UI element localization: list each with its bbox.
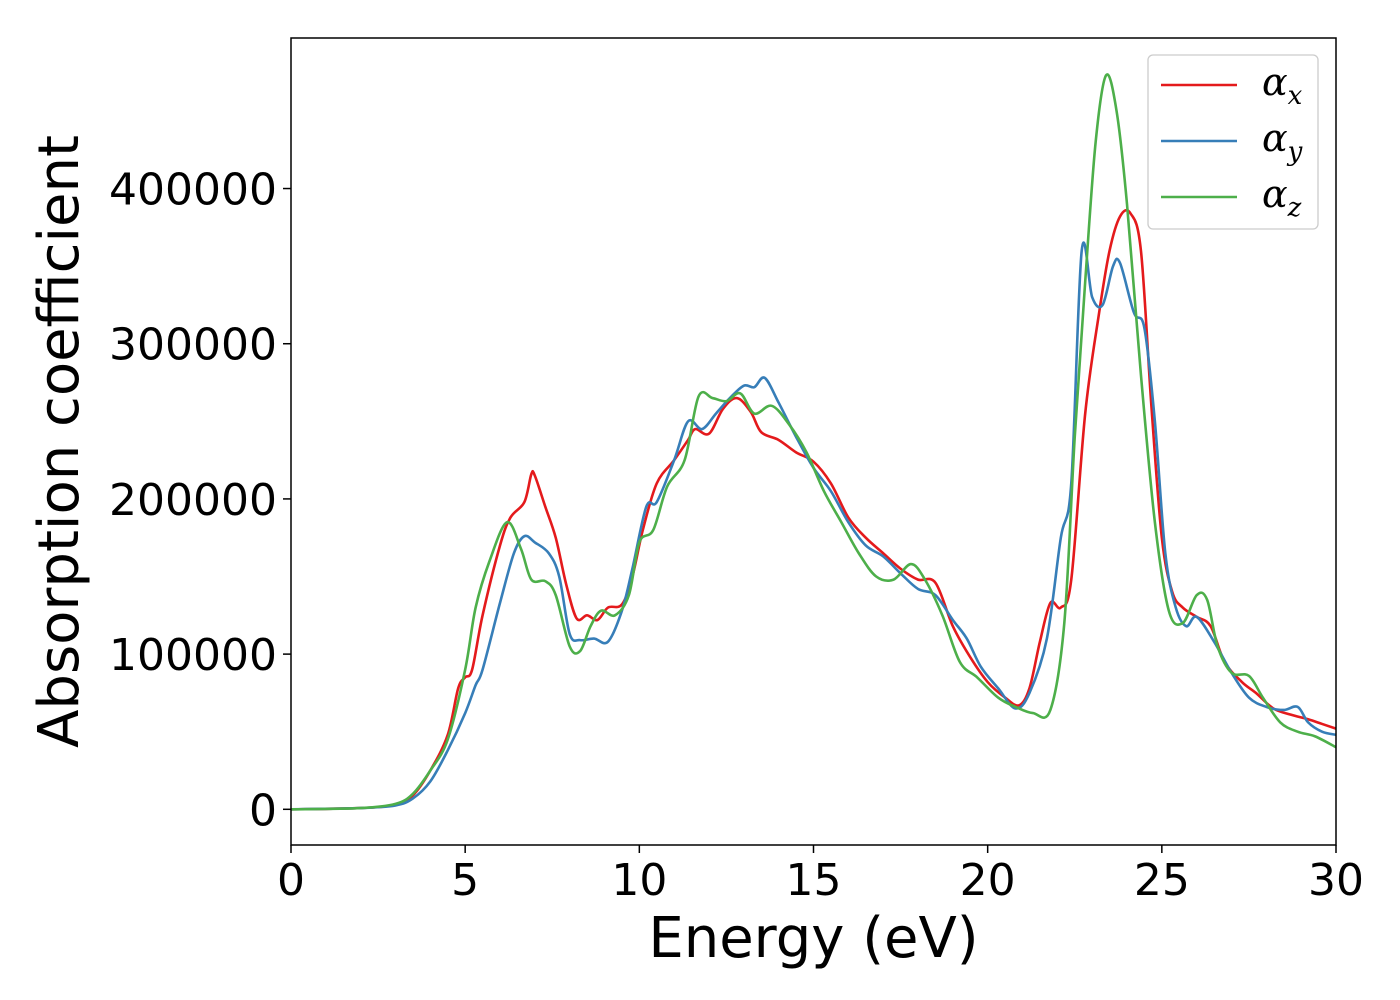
x-tick-label: 20 xyxy=(960,855,1016,906)
legend-label-y: αy xyxy=(1262,116,1303,167)
series-line-z xyxy=(291,73,1336,811)
legend-label-x: αx xyxy=(1262,60,1303,111)
x-tick-label: 25 xyxy=(1134,855,1190,906)
series-lines xyxy=(291,73,1336,811)
y-tick-label: 100000 xyxy=(109,630,277,681)
y-tick-label: 300000 xyxy=(109,320,277,371)
axis-ticks: 0 5 10 15 20 25 30 0 100000 200000 300000 400000 xyxy=(109,165,1364,906)
y-axis-label: Absorption coefficient xyxy=(27,135,92,748)
y-tick-label: 400000 xyxy=(109,165,277,216)
x-tick-label: 0 xyxy=(277,855,305,906)
x-tick-label: 5 xyxy=(451,855,479,906)
x-axis-label: Energy (eV) xyxy=(648,906,978,971)
series-line-y xyxy=(291,241,1336,811)
y-tick-label: 0 xyxy=(249,785,277,836)
series-line-x xyxy=(291,208,1336,811)
x-tick-label: 30 xyxy=(1308,855,1364,906)
x-tick-label: 15 xyxy=(786,855,842,906)
x-tick-label: 10 xyxy=(611,855,667,906)
y-tick-label: 200000 xyxy=(109,475,277,526)
